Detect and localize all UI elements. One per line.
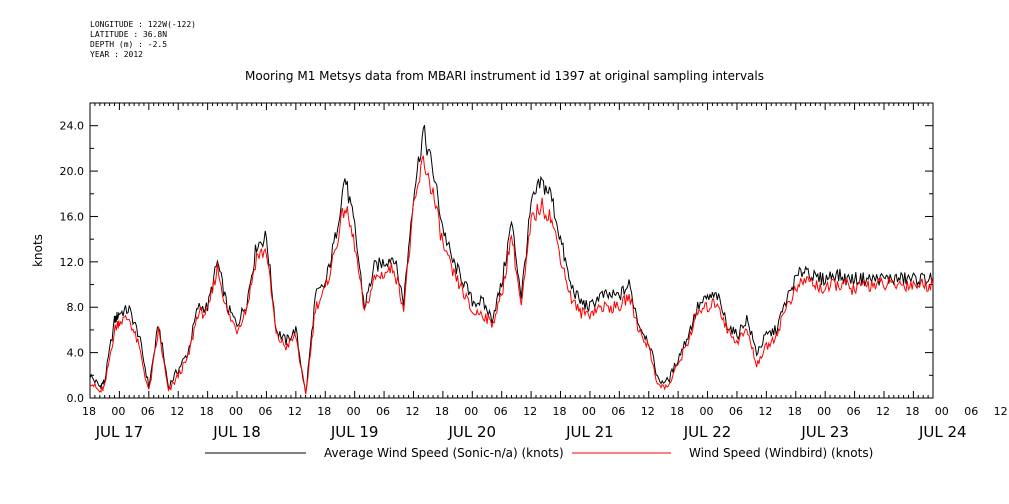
x-tick-label: 12 (641, 405, 655, 418)
legend-label-windbird: Wind Speed (Windbird) (knots) (689, 446, 873, 460)
x-tick-label: 18 (200, 405, 214, 418)
x-tick-label: 18 (82, 405, 96, 418)
y-tick-label: 4.0 (67, 347, 85, 360)
x-tick-label: 18 (435, 405, 449, 418)
axes-layer (89, 102, 934, 399)
x-tick-label: 00 (582, 405, 596, 418)
y-tick-label: 0.0 (67, 392, 85, 405)
y-tick-label: 20.0 (60, 165, 85, 178)
x-tick-label: 00 (817, 405, 831, 418)
x-tick-label: 00 (700, 405, 714, 418)
x-tick-label: 06 (258, 405, 272, 418)
x-tick-label: 18 (905, 405, 919, 418)
x-tick-label: 12 (994, 405, 1008, 418)
legend-label-average: Average Wind Speed (Sonic-n/a) (knots) (324, 446, 564, 460)
x-tick-label: 06 (376, 405, 390, 418)
x-tick-label: 00 (347, 405, 361, 418)
y-tick-label: 12.0 (60, 256, 85, 269)
x-tick-label: 00 (464, 405, 478, 418)
x-day-label: JUL 21 (565, 423, 614, 441)
labels-layer: 0.0 4.0 8.0 12.0 16.0 20.0 24.0 knots 18 00 06 12 18… (31, 120, 1008, 441)
x-tick-label: 06 (729, 405, 743, 418)
plot-frame (89, 102, 934, 399)
x-day-label: JUL 17 (95, 423, 144, 441)
year-label: YEAR : 2012 (90, 50, 143, 59)
y-axis-label: knots (31, 234, 45, 267)
x-day-label: JUL 22 (683, 423, 732, 441)
x-tick-label: 06 (964, 405, 978, 418)
x-tick-label: 00 (111, 405, 125, 418)
x-tick-label: 12 (288, 405, 302, 418)
latitude-label: LATITUDE : 36.8N (90, 30, 168, 39)
x-tick-label: 18 (317, 405, 331, 418)
x-tick-label: 06 (141, 405, 155, 418)
legend-layer: Average Wind Speed (Sonic-n/a) (knots) Wi… (205, 446, 873, 460)
x-tick-label: 12 (170, 405, 184, 418)
x-tick-label: 06 (611, 405, 625, 418)
y-tick-label: 24.0 (60, 120, 85, 133)
x-tick-label: 00 (935, 405, 949, 418)
depth-label: DEPTH (m) : -2.5 (90, 40, 168, 49)
y-tick-label: 16.0 (60, 210, 85, 223)
x-day-label: JUL 20 (447, 423, 496, 441)
x-tick-label: 00 (229, 405, 243, 418)
x-tick-label: 12 (405, 405, 419, 418)
x-day-label: JUL 23 (800, 423, 849, 441)
series-average-wind-speed-line (89, 125, 934, 394)
x-tick-label: 06 (494, 405, 508, 418)
longitude-label: LONGITUDE : 122W(-122) (90, 20, 196, 29)
series-windbird-wind-speed-line (89, 155, 934, 395)
x-tick-label: 18 (553, 405, 567, 418)
x-day-label: JUL 24 (918, 423, 967, 441)
x-tick-label: 12 (876, 405, 890, 418)
x-tick-label: 12 (523, 405, 537, 418)
y-tick-label: 8.0 (67, 301, 85, 314)
x-tick-label: 18 (788, 405, 802, 418)
x-tick-label: 12 (758, 405, 772, 418)
chart-title: Mooring M1 Metsys data from MBARI instru… (245, 69, 764, 83)
x-tick-label: 06 (847, 405, 861, 418)
mooring-metadata: LONGITUDE : 122W(-122) LATITUDE : 36.8N … (90, 20, 196, 60)
x-day-label: JUL 18 (212, 423, 261, 441)
x-day-label: JUL 19 (330, 423, 379, 441)
series-layer (89, 125, 934, 395)
x-tick-label: 18 (670, 405, 684, 418)
